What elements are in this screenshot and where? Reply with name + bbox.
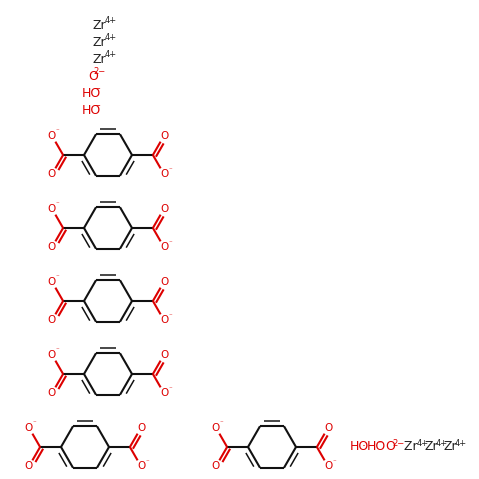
Text: ·: · [361,441,365,454]
Text: O: O [160,242,168,252]
Text: 4+: 4+ [417,439,429,448]
Text: HO: HO [82,103,101,116]
Text: Zr: Zr [424,441,438,454]
Text: O: O [160,388,168,399]
Text: O: O [48,350,56,360]
Text: O: O [160,204,168,214]
Text: ⁻: ⁻ [220,421,224,427]
Text: O: O [48,170,56,179]
Text: 4+: 4+ [104,16,116,25]
Text: −: − [93,102,100,111]
Text: ⁻: ⁻ [168,167,172,173]
Text: O: O [212,422,220,433]
Text: ⁻: ⁻ [56,202,60,208]
Text: Zr: Zr [443,441,456,454]
Text: O: O [160,131,168,141]
Text: O: O [324,461,332,471]
Text: 4+: 4+ [104,34,116,43]
Text: ⁻: ⁻ [56,129,60,135]
Text: O: O [324,422,332,433]
Text: O: O [48,242,56,252]
Text: O: O [48,131,56,141]
Text: Zr: Zr [93,19,107,32]
Text: O: O [160,277,168,286]
Text: O: O [48,315,56,325]
Text: Zr: Zr [400,441,418,454]
Text: O: O [48,388,56,399]
Text: ⁻: ⁻ [145,459,149,465]
Text: O: O [137,422,145,433]
Text: −: − [93,84,100,93]
Text: 2−: 2− [393,439,405,448]
Text: ⁻: ⁻ [168,240,172,246]
Text: ⁻: ⁻ [332,459,336,465]
Text: ⁻: ⁻ [378,439,382,448]
Text: O: O [160,350,168,360]
Text: ⁻: ⁻ [168,313,172,319]
Text: 4+: 4+ [454,439,466,448]
Text: O: O [48,277,56,286]
Text: ⁻: ⁻ [168,387,172,392]
Text: O: O [212,461,220,471]
Text: ⁻: ⁻ [56,348,60,354]
Text: O: O [137,461,145,471]
Text: ⁻: ⁻ [33,421,37,427]
Text: HO: HO [367,441,386,454]
Text: O: O [25,461,33,471]
Text: ⁻: ⁻ [56,274,60,281]
Text: HO: HO [350,441,369,454]
Text: Zr: Zr [93,35,107,48]
Text: 2−: 2− [93,68,106,77]
Text: O: O [160,170,168,179]
Text: Zr: Zr [93,53,107,66]
Text: HO: HO [82,87,101,100]
Text: O: O [48,204,56,214]
Text: 4+: 4+ [435,439,448,448]
Text: O: O [160,315,168,325]
Text: O: O [25,422,33,433]
Text: 4+: 4+ [104,50,116,59]
Text: O: O [88,69,98,82]
Text: O: O [382,441,396,454]
